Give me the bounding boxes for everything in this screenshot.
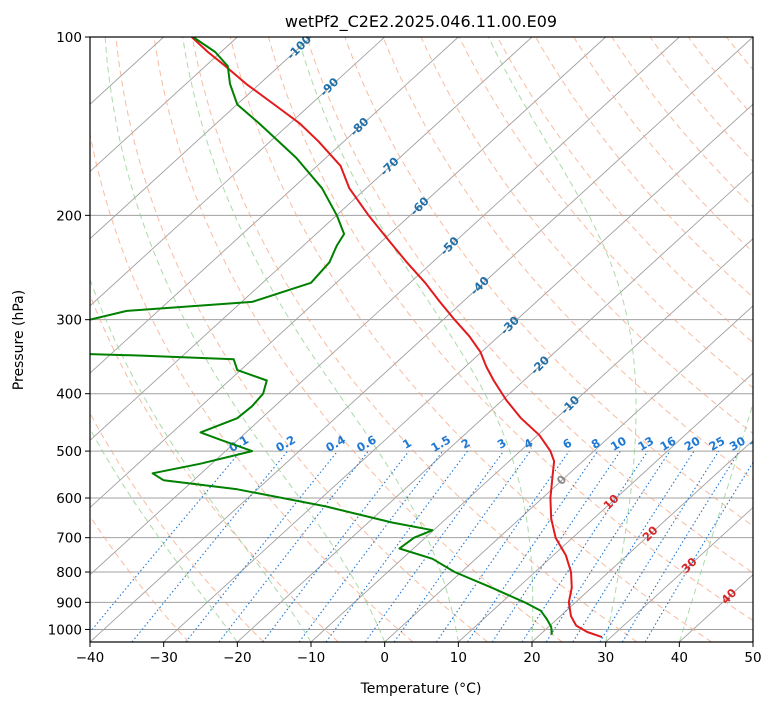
isotherm-line	[90, 37, 680, 576]
mixing-ratio-line	[644, 461, 753, 642]
mixing-ratio-label: 10	[608, 434, 629, 454]
mixing-ratio-label: 2	[459, 436, 473, 452]
isotherm-line	[605, 506, 753, 642]
moist-adiabat-line	[487, 37, 637, 642]
dry-adiabat-line	[496, 37, 753, 344]
mixing-ratio-label: 8	[589, 436, 603, 452]
y-tick-label: 100	[56, 30, 82, 46]
dry-adiabat-line	[687, 37, 753, 117]
moist-adiabat-line	[90, 427, 238, 642]
mixing-ratio-line	[621, 450, 740, 642]
dry-adiabat-line	[726, 37, 753, 71]
mixing-ratio-label: 36	[748, 434, 769, 454]
x-tick-label: −40	[76, 650, 105, 666]
mixing-ratio-line	[393, 450, 531, 642]
plot-frame	[89, 36, 754, 643]
isotherm-line	[90, 37, 533, 441]
chart-title: wetPf2_C2E2.2025.046.11.00.E09	[285, 12, 557, 32]
dry-adiabat-line	[191, 37, 638, 642]
dry-adiabat-line	[765, 37, 775, 642]
dry-adiabat-line	[229, 37, 712, 642]
mixing-ratio-line	[90, 450, 242, 633]
isotherm-line	[90, 37, 385, 307]
x-tick-label: 20	[523, 650, 540, 666]
moist-adiabat-line	[678, 401, 753, 642]
mixing-ratio-label: 25	[706, 434, 727, 454]
mixing-ratio-line	[185, 450, 339, 642]
x-tick-label: 0	[380, 650, 389, 666]
y-tick-label: 900	[56, 595, 82, 611]
dry-adiabat-line	[649, 37, 753, 163]
y-tick-label: 800	[56, 565, 82, 581]
y-tick-label: 500	[56, 444, 82, 460]
isotherm-line	[310, 238, 753, 642]
x-tick-label: 10	[450, 650, 467, 666]
mixing-ratio-label: 4	[521, 436, 535, 452]
dry-adiabat-line	[611, 37, 753, 208]
isotherm-line	[90, 37, 238, 173]
mixing-ratio-line	[364, 450, 505, 642]
y-axis-label: Pressure (hPa)	[11, 290, 27, 390]
isotherm-line	[90, 37, 606, 509]
x-tick-label: −30	[149, 650, 178, 666]
y-tick-label: 400	[56, 387, 82, 403]
isotherm-line	[163, 103, 753, 642]
dry-adiabat-line	[115, 37, 488, 642]
mixing-ratio-line	[435, 450, 570, 642]
mixing-ratio-label: 16	[657, 434, 678, 454]
moist-adiabat-line	[90, 278, 312, 642]
x-tick-label: 50	[744, 650, 761, 666]
isotherm-line	[384, 305, 753, 642]
dry-adiabat-line	[535, 37, 753, 298]
x-axis-label: Temperature (°C)	[360, 681, 482, 697]
mixing-ratio-line	[572, 450, 695, 642]
mixing-ratio-line	[467, 450, 599, 642]
moist-adiabat-line	[104, 37, 386, 642]
moist-adiabat-line	[182, 37, 459, 642]
dry-adiabat-line	[458, 37, 753, 389]
y-tick-label: 300	[56, 313, 82, 329]
temperature-profile-line	[191, 37, 603, 639]
mixing-ratio-line	[131, 450, 289, 642]
y-tick-label: 700	[56, 531, 82, 547]
isotherm-line	[237, 170, 753, 642]
dry-adiabat-line	[306, 37, 753, 574]
dry-adiabat-line	[90, 515, 190, 642]
y-tick-label: 200	[56, 208, 82, 224]
mixing-ratio-label: 6	[560, 436, 574, 452]
dry-adiabat-line	[573, 37, 753, 253]
dry-adiabat-line	[420, 37, 753, 435]
mixing-ratio-label: 20	[682, 434, 703, 454]
isotherm-line	[531, 439, 753, 642]
dry-adiabat-line	[344, 37, 753, 527]
moist-adiabat-line	[297, 37, 534, 642]
dewpoint-profile-line	[90, 37, 553, 635]
mixing-ratio-label: 30	[727, 434, 748, 454]
mixing-ratio-line	[218, 450, 369, 642]
dry-adiabat-line	[90, 131, 414, 642]
isotherm-line	[752, 641, 753, 642]
dry-adiabat-line	[268, 37, 753, 622]
isotherm-line	[90, 37, 753, 642]
mixing-ratio-line	[599, 450, 720, 642]
x-tick-label: −10	[297, 650, 326, 666]
x-tick-label: −20	[223, 650, 252, 666]
y-tick-label: 600	[56, 491, 82, 507]
dry-adiabat-line	[382, 37, 753, 481]
x-tick-label: 30	[597, 650, 614, 666]
dry-adiabat-line	[153, 37, 563, 642]
isotherm-line	[90, 37, 459, 374]
dry-adiabat-line	[90, 412, 264, 642]
x-tick-label: 40	[671, 650, 688, 666]
mixing-ratio-line	[545, 450, 671, 642]
isotherm-line	[458, 372, 753, 642]
isotherm-line	[90, 37, 312, 240]
mixing-ratio-line	[298, 450, 444, 642]
mixing-ratio-line	[262, 450, 410, 642]
mixing-ratio-label: 13	[635, 434, 656, 454]
mixing-ratio-label: 1	[400, 436, 414, 452]
y-tick-label: 1000	[48, 622, 82, 638]
